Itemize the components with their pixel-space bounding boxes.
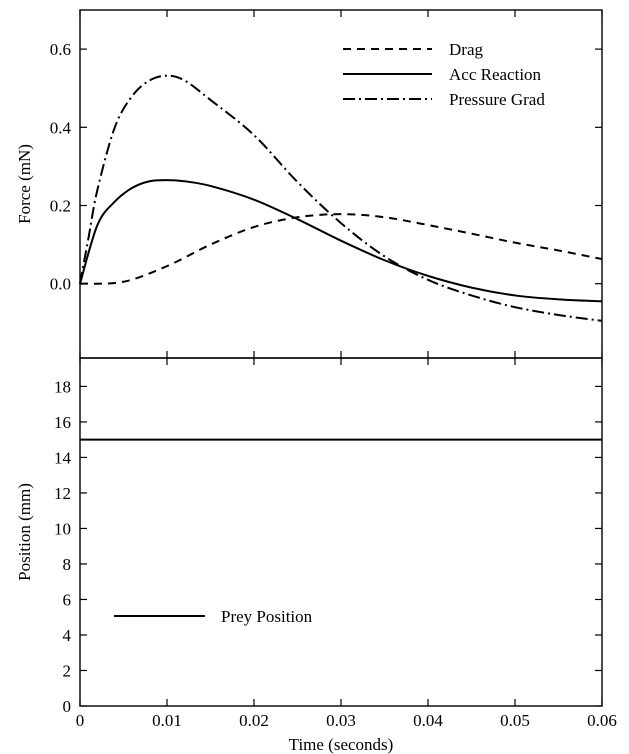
position-y-tick-label: 6: [63, 590, 72, 609]
force-y-tick-label: 0.4: [50, 118, 72, 137]
position-y-tick-label: 10: [54, 519, 71, 538]
position-y-tick-label: 2: [63, 661, 72, 680]
position-x-tick-label: 0: [76, 711, 85, 730]
position-x-tick-label: 0.01: [152, 711, 182, 730]
position-y-tick-label: 4: [63, 626, 72, 645]
position-y-tick-label: 14: [54, 448, 72, 467]
position-y-tick-label: 8: [63, 555, 72, 574]
position-y-tick-label: 16: [54, 413, 71, 432]
position-x-tick-label: 0.04: [413, 711, 443, 730]
force-series-line-pressure-grad: [79, 74, 603, 322]
position-y-tick-label: 18: [54, 377, 71, 396]
force-plot-frame: [79, 9, 603, 359]
legend-label-acc-reaction: Acc Reaction: [449, 65, 542, 84]
position-x-tick-label: 0.06: [587, 711, 617, 730]
position-y-tick-label: 0: [63, 697, 72, 716]
legend-label-drag: Drag: [449, 40, 483, 59]
force-series-line-acc-reaction: [79, 179, 603, 303]
position-y-axis-label: Position (mm): [15, 483, 34, 581]
legend-label-prey-position: Prey Position: [221, 607, 313, 626]
position-plot-frame: [79, 357, 603, 707]
force-y-axis-label: Force (mN): [15, 144, 34, 224]
position-x-tick-label: 0.03: [326, 711, 356, 730]
position-x-axis-label: Time (seconds): [289, 735, 394, 754]
position-y-tick-label: 12: [54, 484, 71, 503]
position-x-tick-label: 0.05: [500, 711, 530, 730]
legend-label-pressure-grad: Pressure Grad: [449, 90, 545, 109]
force-y-tick-label: 0.2: [50, 197, 71, 216]
position-x-tick-label: 0.02: [239, 711, 269, 730]
force-y-tick-label: 0.0: [50, 275, 71, 294]
force-y-tick-label: 0.6: [50, 40, 71, 59]
force-series-line-drag: [79, 213, 603, 285]
